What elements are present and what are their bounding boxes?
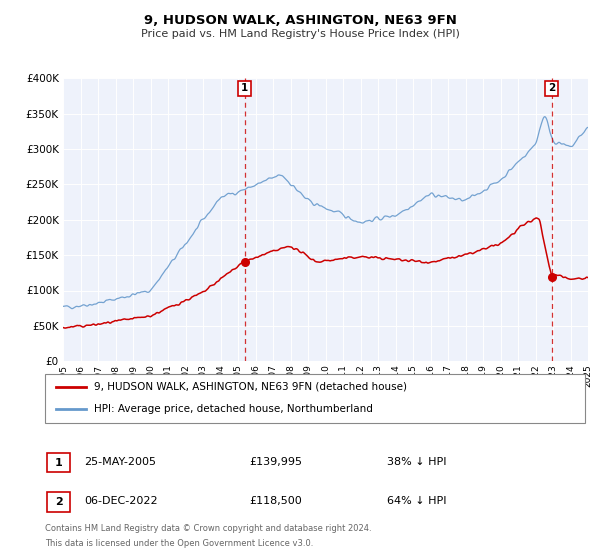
Bar	[47, 492, 70, 512]
Text: 25-MAY-2005: 25-MAY-2005	[84, 457, 156, 467]
Text: Contains HM Land Registry data © Crown copyright and database right 2024.: Contains HM Land Registry data © Crown c…	[45, 524, 371, 533]
Text: 38% ↓ HPI: 38% ↓ HPI	[387, 457, 446, 467]
Text: £139,995: £139,995	[249, 457, 302, 467]
Text: 06-DEC-2022: 06-DEC-2022	[84, 496, 158, 506]
Text: 64% ↓ HPI: 64% ↓ HPI	[387, 496, 446, 506]
Text: 9, HUDSON WALK, ASHINGTON, NE63 9FN: 9, HUDSON WALK, ASHINGTON, NE63 9FN	[143, 14, 457, 27]
Text: 2: 2	[548, 83, 555, 94]
Text: This data is licensed under the Open Government Licence v3.0.: This data is licensed under the Open Gov…	[45, 539, 313, 548]
Text: Price paid vs. HM Land Registry's House Price Index (HPI): Price paid vs. HM Land Registry's House …	[140, 29, 460, 39]
Text: 2: 2	[55, 497, 62, 507]
Text: £118,500: £118,500	[249, 496, 302, 506]
Text: 1: 1	[55, 458, 62, 468]
Text: 9, HUDSON WALK, ASHINGTON, NE63 9FN (detached house): 9, HUDSON WALK, ASHINGTON, NE63 9FN (det…	[94, 382, 407, 392]
Text: 1: 1	[241, 83, 248, 94]
Text: HPI: Average price, detached house, Northumberland: HPI: Average price, detached house, Nort…	[94, 404, 373, 414]
Bar	[47, 452, 70, 473]
